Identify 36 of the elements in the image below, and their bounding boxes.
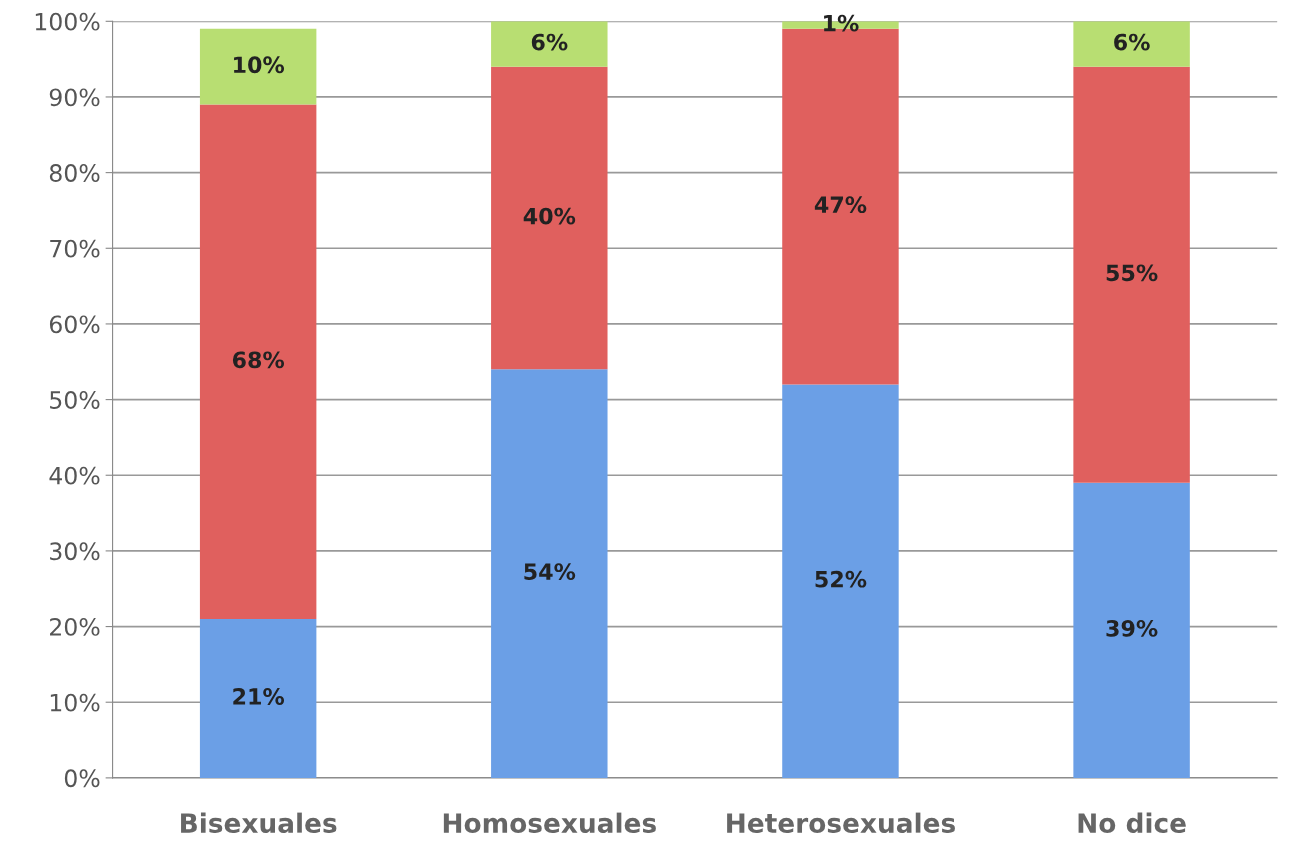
x-tick-label: No dice (1078, 812, 1186, 834)
bar (491, 369, 608, 778)
bar (491, 21, 608, 67)
y-tick-label: 40% (49, 466, 100, 485)
y-tick-label: 50% (50, 391, 100, 409)
bar (1073, 66, 1190, 483)
data-label: 10% (234, 56, 285, 74)
data-label: 21% (233, 688, 285, 705)
bar (491, 66, 608, 370)
data-label: 54% (524, 563, 576, 581)
data-label: 40% (523, 207, 576, 225)
bar (199, 104, 317, 619)
data-label: 47% (814, 196, 867, 214)
y-tick-label: 30% (50, 542, 100, 561)
y-tick-label: 90% (49, 88, 100, 107)
y-tick-label: 100% (35, 12, 100, 31)
data-label: 55% (1106, 264, 1158, 282)
data-label: 6% (531, 33, 568, 51)
x-tick-label: Homosexuales (443, 812, 656, 834)
y-tick-label: 60% (49, 315, 100, 334)
data-label: 52% (815, 570, 867, 588)
x-tick-label: Heterosexuales (727, 812, 955, 834)
y-tick-label: 10% (50, 693, 100, 712)
y-tick-label: 70% (50, 239, 100, 258)
bar (1073, 482, 1190, 778)
bar (199, 28, 317, 105)
y-tick-label: 0% (64, 769, 100, 788)
bar (199, 619, 317, 778)
y-tick-label: 20% (50, 618, 100, 636)
bar (782, 384, 899, 778)
data-label: 39% (1106, 619, 1158, 637)
y-tick-label: 80% (49, 164, 100, 182)
x-tick-label: Bisexuales (181, 812, 337, 834)
data-label: 68% (232, 351, 285, 369)
data-label: 6% (1114, 33, 1150, 51)
bar (1073, 21, 1190, 67)
